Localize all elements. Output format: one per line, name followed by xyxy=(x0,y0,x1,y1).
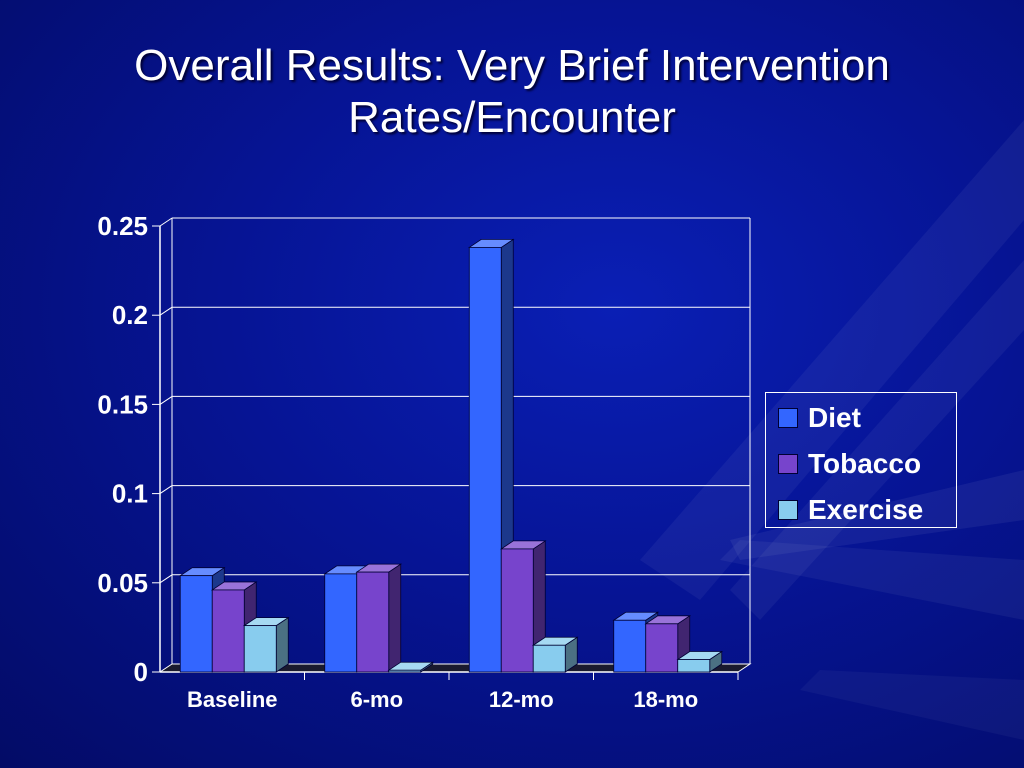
y-tick-label: 0.05 xyxy=(97,568,148,598)
slide-title-line-2: Rates/Encounter xyxy=(348,93,676,142)
y-tick-label: 0.1 xyxy=(112,479,148,509)
bar-diet-6-mo xyxy=(324,573,358,673)
bar-tobacco-18-mo xyxy=(645,623,679,673)
bar-diet-baseline xyxy=(179,575,213,673)
x-tick-label: 18-mo xyxy=(633,687,698,712)
legend-label: Diet xyxy=(808,402,861,433)
x-tick-label: 6-mo xyxy=(350,687,403,712)
y-tick-label: 0 xyxy=(134,657,148,687)
legend-swatch xyxy=(778,454,798,474)
bar-diet-12-mo xyxy=(468,247,502,673)
y-tick-label: 0.2 xyxy=(112,300,148,330)
legend-item-tobacco: Tobacco xyxy=(778,448,922,479)
gridline-side xyxy=(159,574,173,584)
bar-exercise-baseline xyxy=(243,625,277,673)
gridline-side xyxy=(159,306,173,316)
bar-tobacco-12-mo xyxy=(500,548,534,673)
gridline-side xyxy=(159,485,173,495)
x-tick-label: Baseline xyxy=(187,687,278,712)
bar-side xyxy=(275,616,289,673)
y-tick-label: 0.15 xyxy=(97,389,148,419)
legend-swatch xyxy=(778,500,798,520)
bar-exercise-12-mo xyxy=(532,644,566,673)
bar-diet-18-mo xyxy=(613,619,647,673)
y-tick-label: 0.25 xyxy=(97,211,148,241)
legend-item-diet: Diet xyxy=(778,402,861,433)
bar-tobacco-baseline xyxy=(211,589,245,673)
slide-title: Overall Results: Very Brief Intervention… xyxy=(0,40,1024,144)
legend-item-exercise: Exercise xyxy=(778,494,924,525)
gridline-side xyxy=(159,395,173,405)
legend-label: Exercise xyxy=(808,494,924,525)
legend-label: Tobacco xyxy=(808,448,922,479)
gridline-side xyxy=(159,217,173,227)
legend-swatch xyxy=(778,408,798,428)
bar-exercise-6-mo xyxy=(388,669,422,673)
bar-exercise-18-mo xyxy=(677,659,711,673)
x-tick-label: 12-mo xyxy=(489,687,554,712)
slide-title-line-1: Overall Results: Very Brief Intervention xyxy=(134,41,890,90)
bar-tobacco-6-mo xyxy=(356,571,390,673)
chart-legend: Diet Tobacco Exercise xyxy=(765,392,957,528)
bar-side xyxy=(388,563,402,673)
